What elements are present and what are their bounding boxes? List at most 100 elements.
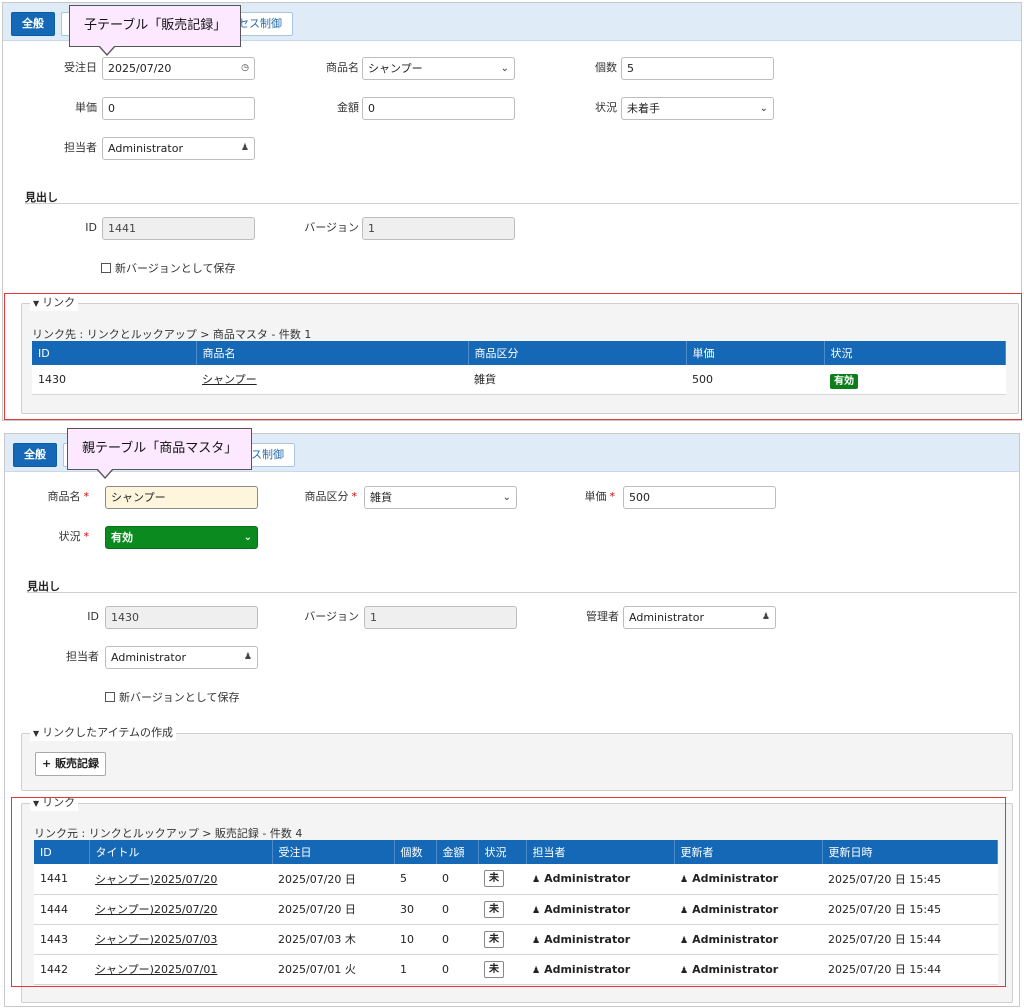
cell-updater: Administrator (692, 872, 779, 886)
owner-label: 担当者 (64, 141, 97, 154)
tab-general[interactable]: 全般 (11, 12, 55, 36)
category-label: 商品区分 * (304, 490, 358, 503)
cell-updater: Administrator (692, 932, 779, 946)
unit-price-field[interactable]: 500 (623, 486, 776, 509)
cell-category: 雑貨 (468, 365, 686, 395)
status-label: 状況 (595, 101, 617, 114)
id-field: 1441 (102, 217, 255, 240)
callout-text: 子テーブル「販売記録」 (84, 18, 227, 33)
column-header[interactable]: タイトル (89, 840, 273, 864)
cell-amount: 0 (436, 924, 478, 955)
chevron-down-icon: ⌄ (502, 492, 511, 503)
caret-down-icon: ▼ (33, 799, 40, 808)
create-linked-legend[interactable]: ▼ リンクしたアイテムの作成 (30, 726, 177, 741)
manager-field[interactable]: Administrator ♟ (623, 606, 776, 629)
callout-text: 親テーブル「商品マスタ」 (82, 441, 238, 456)
user-icon: ♟ (532, 935, 541, 946)
category-select[interactable]: 雑貨 ⌄ (364, 486, 517, 509)
plus-icon: + (42, 757, 52, 770)
status-badge: 未 (484, 930, 504, 948)
section-heading: 見出し (25, 191, 58, 204)
user-icon[interactable]: ♟ (761, 612, 770, 622)
create-linked-fieldset: ▼ リンクしたアイテムの作成 + 販売記録 (21, 726, 1013, 791)
table-row[interactable]: 1443 シャンプー)2025/07/03 2025/07/03 木 10 0 … (34, 924, 998, 955)
product-name-input[interactable]: シャンプー (105, 486, 258, 509)
child-record-panel: 全般 セス制御 子テーブル「販売記録」 受注日 2025/07/20 ◷ 商品名… (2, 2, 1022, 421)
column-header[interactable]: 状況 (478, 840, 527, 864)
highlight-frame (11, 797, 1006, 987)
cell-qty: 10 (394, 924, 436, 955)
column-header[interactable]: 単価 (686, 341, 825, 365)
cell-qty: 5 (394, 864, 436, 895)
cell-date: 2025/07/20 日 (272, 864, 394, 895)
table-row[interactable]: 1441 シャンプー)2025/07/20 2025/07/20 日 5 0 未… (34, 864, 998, 895)
status-badge: 未 (484, 900, 504, 918)
product-select[interactable]: シャンプー ⌄ (362, 57, 515, 80)
user-icon[interactable]: ♟ (243, 652, 252, 662)
column-header[interactable]: 商品名 (196, 341, 469, 365)
column-header[interactable]: 状況 (824, 341, 1006, 365)
order-date-label: 受注日 (64, 61, 97, 74)
checkbox-box[interactable] (101, 263, 111, 273)
user-icon: ♟ (532, 875, 541, 886)
unit-price-label: 単価 * (584, 490, 616, 503)
status-select[interactable]: 未着手 ⌄ (621, 97, 774, 120)
owner-field[interactable]: Administrator ♟ (102, 137, 255, 160)
owner-label: 担当者 (66, 650, 99, 663)
parent-table-callout: 親テーブル「商品マスタ」 (67, 428, 253, 479)
tab-general[interactable]: 全般 (13, 443, 57, 467)
amount-label: 金額 (337, 101, 359, 114)
link-fieldset: ▼ リンク リンク元 : リンクとルックアップ > 販売記録 - 件数 4 ID … (21, 796, 1013, 1003)
unit-price-field[interactable]: 0 (102, 97, 255, 120)
cell-date: 2025/07/20 日 (272, 894, 394, 925)
owner-field[interactable]: Administrator ♟ (105, 646, 258, 669)
column-header[interactable]: 個数 (394, 840, 437, 864)
cell-owner: Administrator (544, 932, 631, 946)
table-row[interactable]: 1430 シャンプー 雑貨 500 有効 (32, 365, 1006, 395)
user-icon: ♟ (532, 905, 541, 916)
column-header[interactable]: 更新日時 (822, 840, 998, 864)
item-link[interactable]: シャンプー)2025/07/03 (95, 933, 218, 946)
version-field: 1 (362, 217, 515, 240)
save-new-version-checkbox[interactable]: 新バージョンとして保存 (105, 691, 239, 705)
product-label: 商品名 * (47, 490, 90, 503)
link-legend[interactable]: ▼ リンク (30, 796, 79, 811)
cell-updated: 2025/07/20 日 15:45 (822, 894, 998, 925)
column-header[interactable]: 担当者 (526, 840, 675, 864)
item-link[interactable]: シャンプー (202, 373, 257, 387)
amount-field[interactable]: 0 (362, 97, 515, 120)
column-header[interactable]: ID (32, 341, 197, 365)
item-link[interactable]: シャンプー)2025/07/20 (95, 903, 218, 916)
checkbox-box[interactable] (105, 692, 115, 702)
status-select[interactable]: 有効 ⌄ (105, 526, 258, 549)
product-label: 商品名 (326, 61, 359, 74)
table-row[interactable]: 1444 シャンプー)2025/07/20 2025/07/20 日 30 0 … (34, 894, 998, 925)
qty-field[interactable]: 5 (621, 57, 774, 80)
status-label: 状況 * (58, 530, 90, 543)
column-header[interactable]: 金額 (436, 840, 479, 864)
cell-id: 1443 (34, 924, 89, 955)
cell-qty: 30 (394, 894, 436, 925)
user-icon[interactable]: ♟ (240, 143, 249, 153)
status-badge: 有効 (830, 373, 858, 389)
cell-date: 2025/07/01 火 (272, 954, 394, 985)
link-legend[interactable]: ▼ リンク (30, 296, 79, 311)
chevron-down-icon: ⌄ (243, 532, 252, 543)
column-header[interactable]: ID (34, 840, 90, 864)
link-path: リンク元 : リンクとルックアップ > 販売記録 - 件数 4 (34, 827, 303, 840)
parent-record-panel: 全般 セス制御 親テーブル「商品マスタ」 商品名 * シャンプー 商品区分 * 雑貨… (4, 428, 1020, 1007)
clock-icon[interactable]: ◷ (241, 63, 249, 73)
cell-owner: Administrator (544, 902, 631, 916)
column-header[interactable]: 更新者 (674, 840, 823, 864)
add-sales-record-button[interactable]: + 販売記録 (35, 752, 107, 776)
link-path: リンク先 : リンクとルックアップ > 商品マスタ - 件数 1 (32, 328, 312, 341)
table-row[interactable]: 1442 シャンプー)2025/07/01 2025/07/01 火 1 0 未… (34, 954, 998, 985)
caret-down-icon: ▼ (33, 299, 40, 308)
item-link[interactable]: シャンプー)2025/07/01 (95, 963, 218, 976)
column-header[interactable]: 商品区分 (468, 341, 687, 365)
item-link[interactable]: シャンプー)2025/07/20 (95, 872, 218, 886)
cell-updater: Administrator (692, 962, 779, 976)
order-date-field[interactable]: 2025/07/20 ◷ (102, 57, 255, 80)
save-new-version-checkbox[interactable]: 新バージョンとして保存 (101, 262, 235, 276)
column-header[interactable]: 受注日 (272, 840, 395, 864)
